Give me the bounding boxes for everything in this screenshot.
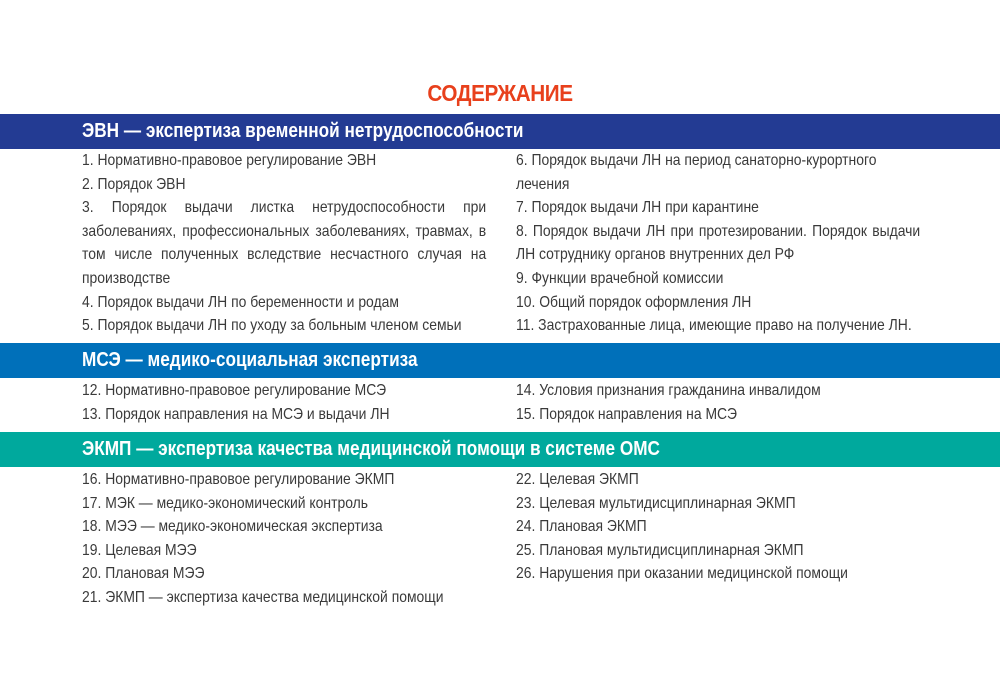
toc-item[interactable]: 12. Нормативно-правовое регулирование МС… xyxy=(82,379,486,403)
toc-column-left: 16. Нормативно-правовое регулирование ЭК… xyxy=(82,468,486,610)
toc-item[interactable]: 4. Порядок выдачи ЛН по беременности и р… xyxy=(82,291,486,315)
toc-item[interactable]: 17. МЭК — медико-экономический контроль xyxy=(82,492,486,516)
toc-item[interactable]: 6. Порядок выдачи ЛН на период санаторно… xyxy=(516,149,920,196)
toc-item[interactable]: 23. Целевая мультидисциплинарная ЭКМП xyxy=(516,492,920,516)
toc-item-text: 5. Порядок выдачи ЛН по уходу за больным… xyxy=(82,317,462,335)
toc-item-text: 8. Порядок выдачи ЛН при протезировании.… xyxy=(516,222,921,264)
toc-item[interactable]: 21. ЭКМП — экспертиза качества медицинск… xyxy=(82,586,486,610)
toc-column-left: 1. Нормативно-правовое регулирование ЭВН… xyxy=(82,149,486,338)
toc-item-text: 17. МЭК — медико-экономический контроль xyxy=(82,494,369,512)
toc-item[interactable]: 10. Общий порядок оформления ЛН xyxy=(516,291,920,315)
toc-item-text: 21. ЭКМП — экспертиза качества медицинск… xyxy=(82,588,444,606)
toc-item-text: 18. МЭЭ — медико-экономическая экспертиз… xyxy=(82,518,383,536)
section-heading-ekmp: ЭКМП — экспертиза качества медицинской п… xyxy=(0,432,1000,467)
toc-column-left: 12. Нормативно-правовое регулирование МС… xyxy=(82,379,486,426)
toc-item[interactable]: 8. Порядок выдачи ЛН при протезировании.… xyxy=(516,220,920,267)
toc-item-text: 3. Порядок выдачи листка нетрудоспособно… xyxy=(82,199,487,287)
toc-item-text: 10. Общий порядок оформления ЛН xyxy=(516,293,752,311)
toc-item-text: 13. Порядок направления на МСЭ и выдачи … xyxy=(82,405,390,423)
toc-item-text: 15. Порядок направления на МСЭ xyxy=(516,405,737,423)
toc-item[interactable]: 26. Нарушения при оказании медицинской п… xyxy=(516,562,920,586)
toc-item[interactable]: 25. Плановая мультидисциплинарная ЭКМП xyxy=(516,539,920,563)
toc-item[interactable]: 2. Порядок ЭВН xyxy=(82,173,486,197)
toc-item[interactable]: 24. Плановая ЭКМП xyxy=(516,515,920,539)
toc-item[interactable]: 13. Порядок направления на МСЭ и выдачи … xyxy=(82,403,486,427)
toc-item[interactable]: 9. Функции врачебной комиссии xyxy=(516,267,920,291)
toc-item-text: 2. Порядок ЭВН xyxy=(82,175,186,193)
page-title: СОДЕРЖАНИЕ xyxy=(427,80,573,106)
toc-column-right: 6. Порядок выдачи ЛН на период санаторно… xyxy=(516,149,920,361)
toc-item-text: 26. Нарушения при оказании медицинской п… xyxy=(516,565,848,583)
toc-item-text: 22. Целевая ЭКМП xyxy=(516,471,639,488)
section-heading-mse: МСЭ — медико-социальная экспертиза xyxy=(0,343,1000,378)
toc-item[interactable]: 5. Порядок выдачи ЛН по уходу за больным… xyxy=(82,314,486,338)
toc-item[interactable]: 20. Плановая МЭЭ xyxy=(82,562,486,586)
toc-item[interactable]: 22. Целевая ЭКМП xyxy=(516,468,920,492)
toc-item-text: 16. Нормативно-правовое регулирование ЭК… xyxy=(82,471,395,488)
toc-item-text: 4. Порядок выдачи ЛН по беременности и р… xyxy=(82,293,399,311)
toc-column-right: 14. Условия признания гражданина инвалид… xyxy=(516,379,920,426)
toc-item-text: 24. Плановая ЭКМП xyxy=(516,518,647,536)
toc-item-text: 23. Целевая мультидисциплинарная ЭКМП xyxy=(516,494,796,512)
toc-item-text: 20. Плановая МЭЭ xyxy=(82,565,205,583)
toc-item[interactable]: 1. Нормативно-правовое регулирование ЭВН xyxy=(82,149,486,173)
toc-item-text: 25. Плановая мультидисциплинарная ЭКМП xyxy=(516,541,804,559)
section-heading-text: МСЭ — медико-социальная экспертиза xyxy=(82,349,418,371)
toc-item-text: 7. Порядок выдачи ЛН при карантине xyxy=(516,199,759,217)
toc-item[interactable]: 14. Условия признания гражданина инвалид… xyxy=(516,379,920,403)
toc-item[interactable]: 18. МЭЭ — медико-экономическая экспертиз… xyxy=(82,515,486,539)
toc-item-text: 19. Целевая МЭЭ xyxy=(82,541,197,559)
toc-item-text: 12. Нормативно-правовое регулирование МС… xyxy=(82,382,387,399)
toc-item-text: 6. Порядок выдачи ЛН на период санаторно… xyxy=(516,152,877,193)
toc-item-text: 14. Условия признания гражданина инвалид… xyxy=(516,382,821,399)
toc-item[interactable]: 15. Порядок направления на МСЭ xyxy=(516,403,920,427)
section-heading-text: ЭВН — экспертиза временной нетрудоспособ… xyxy=(82,120,524,142)
toc-item[interactable]: 19. Целевая МЭЭ xyxy=(82,539,486,563)
toc-item[interactable]: 7. Порядок выдачи ЛН при карантине xyxy=(516,196,920,220)
toc-item[interactable]: 16. Нормативно-правовое регулирование ЭК… xyxy=(82,468,486,492)
toc-column-right: 22. Целевая ЭКМП 23. Целевая мультидисцип… xyxy=(516,468,920,586)
section-heading-evn: ЭВН — экспертиза временной нетрудоспособ… xyxy=(0,114,1000,149)
toc-item-text: 1. Нормативно-правовое регулирование ЭВН xyxy=(82,152,377,169)
toc-item-text: 9. Функции врачебной комиссии xyxy=(516,269,724,287)
section-heading-text: ЭКМП — экспертиза качества медицинской п… xyxy=(82,438,660,460)
toc-item[interactable]: 3. Порядок выдачи листка нетрудоспособно… xyxy=(82,196,486,290)
